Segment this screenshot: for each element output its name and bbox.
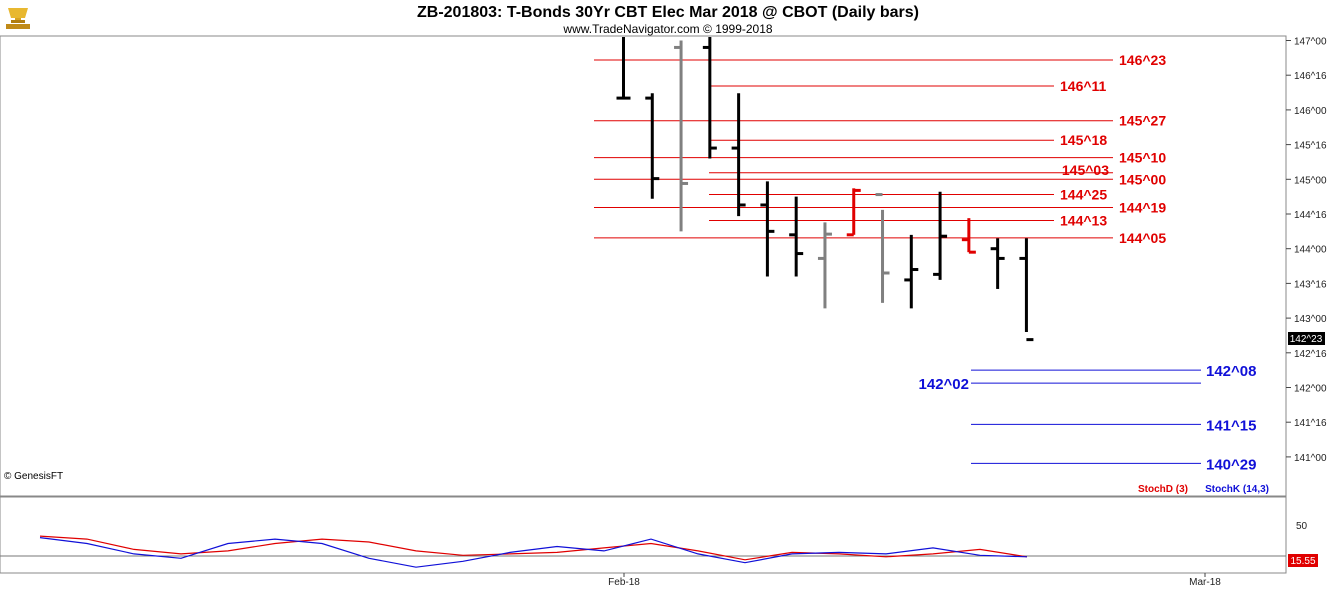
copyright-label: © GenesisFT (4, 471, 63, 482)
chart-title: ZB-201803: T-Bonds 30Yr CBT Elec Mar 201… (417, 4, 919, 21)
ohlc-bar (731, 93, 746, 217)
price-bars-layer (616, 37, 1034, 342)
price-tick-label: 143^16 (1294, 279, 1327, 290)
support-level-label: 142^08 (1206, 363, 1256, 380)
stoch-d-legend: StochD (3) (1138, 484, 1188, 495)
resistance-level-label: 145^03 (1062, 162, 1109, 178)
price-tick-label: 145^00 (1294, 175, 1327, 186)
price-tick-label: 146^00 (1294, 106, 1327, 117)
chart-subtitle: www.TradeNavigator.com © 1999-2018 (562, 22, 772, 36)
stochastic-layer (0, 535, 1286, 568)
price-tick-label: 143^00 (1294, 314, 1327, 325)
resistance-level-label: 144^25 (1060, 186, 1107, 202)
stoch-k-line (39, 537, 1028, 568)
price-tick-label: 141^16 (1294, 418, 1327, 429)
price-axis: 147^00 146^16 146^00 145^16 145^00 144^16 144^… (1286, 37, 1327, 464)
resistance-level-label: 145^18 (1060, 132, 1107, 148)
resistance-level-label: 144^19 (1119, 199, 1166, 215)
indicator-value-tag (1288, 554, 1318, 567)
price-tick-label: 142^00 (1294, 384, 1327, 395)
ohlc-bar (760, 181, 775, 277)
ohlc-bar (645, 93, 660, 199)
current-price-tag (1288, 332, 1325, 345)
ohlc-bar (616, 37, 631, 100)
support-level-label: 140^29 (1206, 456, 1256, 473)
ohlc-bar (990, 238, 1005, 289)
support-level-label: 141^15 (1206, 417, 1256, 434)
indicator-last-value: 15.55 (1290, 556, 1315, 567)
price-tick-label: 142^16 (1294, 349, 1327, 360)
ohlc-bar (933, 191, 948, 280)
price-panel-frame (0, 35, 1287, 497)
resistance-level-label: 144^05 (1119, 230, 1166, 246)
ohlc-bar (961, 218, 976, 254)
level-labels-layer: 146^23 146^11 145^27 145^18 145^10 145^03 145^… (919, 52, 1257, 473)
ohlc-bar (875, 193, 890, 303)
indicator-panel-frame (0, 496, 1287, 574)
level-lines-layer (594, 59, 1201, 464)
current-price-label: 142^23 (1290, 334, 1323, 345)
ohlc-bar (789, 196, 804, 277)
ohlc-bar (674, 40, 689, 232)
resistance-level-label: 144^13 (1060, 213, 1107, 229)
price-tick-label: 145^16 (1294, 141, 1327, 152)
resistance-level-label: 145^10 (1119, 150, 1166, 166)
price-tick-label: 141^00 (1294, 453, 1327, 464)
price-tick-label: 147^00 (1294, 37, 1327, 48)
price-tick-label: 146^16 (1294, 71, 1327, 82)
resistance-level-label: 146^11 (1060, 78, 1107, 94)
stoch-k-legend: StochK (14,3) (1205, 484, 1269, 495)
ohlc-bar (702, 37, 717, 159)
stoch-d-line (39, 535, 1028, 561)
support-level-label: 142^02 (919, 376, 969, 393)
ohlc-bar (846, 188, 861, 237)
ohlc-bar (1019, 238, 1034, 342)
price-tick-label: 144^00 (1294, 245, 1327, 256)
resistance-level-label: 146^23 (1119, 52, 1166, 68)
ohlc-bar (904, 234, 919, 309)
price-tick-label: 144^16 (1294, 210, 1327, 221)
trophy-icon (6, 8, 30, 29)
resistance-level-label: 145^00 (1119, 171, 1166, 187)
x-label-mar: Mar-18 (1189, 577, 1221, 588)
x-label-feb: Feb-18 (608, 577, 640, 588)
indicator-axis-tick: 50 (1296, 521, 1308, 532)
ohlc-bar (817, 222, 832, 309)
resistance-level-label: 145^27 (1119, 113, 1166, 129)
